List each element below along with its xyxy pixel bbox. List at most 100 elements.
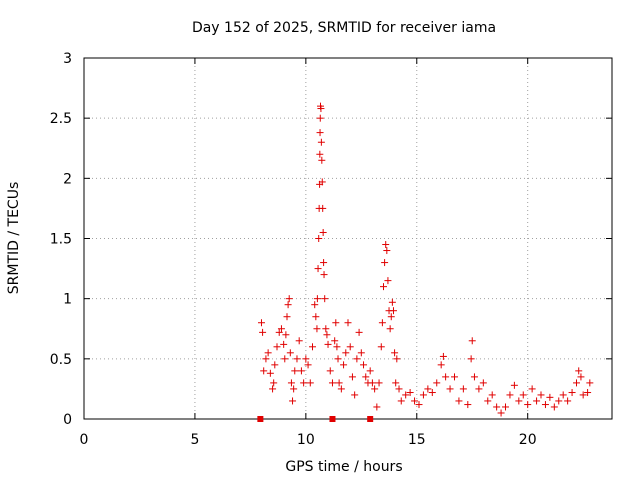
data-point	[573, 379, 581, 387]
data-point	[320, 259, 328, 267]
data-point	[470, 373, 478, 381]
y-tick-label: 1	[63, 292, 72, 308]
data-point	[367, 416, 374, 422]
data-point	[439, 352, 447, 360]
data-point	[302, 355, 310, 363]
data-point	[395, 385, 403, 393]
data-point	[510, 381, 518, 389]
data-point	[257, 416, 264, 422]
data-point	[362, 373, 370, 381]
data-point	[313, 325, 321, 333]
data-point	[577, 373, 585, 381]
data-point	[332, 319, 340, 327]
y-tick-label: 0	[63, 412, 72, 428]
data-point	[324, 340, 332, 348]
data-point	[392, 379, 400, 387]
data-point	[479, 379, 487, 387]
data-point	[579, 391, 587, 399]
data-point	[323, 331, 331, 339]
data-point	[319, 228, 327, 236]
x-tick-label: 0	[80, 432, 89, 448]
data-point	[331, 337, 339, 345]
data-point	[304, 361, 312, 369]
data-point	[266, 369, 274, 377]
x-tick-label: 10	[297, 432, 315, 448]
data-point	[291, 367, 299, 375]
data-point	[389, 307, 397, 315]
data-point	[335, 379, 343, 387]
y-tick-label: 3	[63, 51, 72, 67]
data-point	[378, 319, 386, 327]
data-point	[334, 355, 342, 363]
data-point	[559, 391, 567, 399]
data-point	[353, 355, 361, 363]
data-point	[506, 391, 514, 399]
data-point	[446, 385, 454, 393]
data-point	[375, 379, 383, 387]
zero-marker	[257, 416, 264, 422]
data-point	[575, 367, 583, 375]
data-point	[387, 313, 395, 321]
data-point	[321, 295, 329, 303]
data-point	[415, 401, 423, 409]
zero-marker	[367, 416, 374, 422]
data-point	[316, 114, 324, 122]
data-point	[373, 403, 381, 411]
data-point	[337, 385, 345, 393]
data-point	[391, 349, 399, 357]
data-point	[459, 385, 467, 393]
data-point	[257, 319, 265, 327]
data-point	[455, 397, 463, 405]
data-point	[295, 337, 303, 345]
zero-marker	[329, 416, 336, 422]
data-point	[262, 355, 270, 363]
data-point	[564, 397, 572, 405]
data-point	[586, 379, 594, 387]
data-point	[317, 105, 325, 113]
data-point	[366, 367, 374, 375]
data-point	[464, 401, 472, 409]
data-point	[333, 343, 341, 351]
data-point	[524, 401, 532, 409]
data-point	[285, 295, 293, 303]
data-point	[259, 328, 267, 336]
data-point	[289, 397, 297, 405]
data-point	[318, 178, 326, 186]
data-point	[277, 325, 285, 333]
data-point	[312, 313, 320, 321]
data-point	[384, 277, 392, 285]
data-point	[442, 373, 450, 381]
data-point	[368, 379, 376, 387]
x-tick-label: 15	[408, 432, 426, 448]
data-point	[537, 391, 545, 399]
data-point	[269, 385, 277, 393]
data-point	[437, 361, 445, 369]
data-point	[287, 379, 295, 387]
data-point	[424, 385, 432, 393]
data-point	[348, 373, 356, 381]
data-point	[281, 355, 289, 363]
data-point	[319, 204, 327, 212]
y-tick-label: 1.5	[50, 232, 72, 248]
data-point	[283, 313, 291, 321]
data-point	[484, 397, 492, 405]
data-point	[293, 355, 301, 363]
y-tick-label: 0.5	[50, 352, 72, 368]
data-point	[309, 343, 317, 351]
data-point	[397, 397, 405, 405]
data-point	[271, 361, 279, 369]
data-point	[402, 391, 410, 399]
data-point	[433, 379, 441, 387]
data-point	[428, 389, 436, 397]
data-point	[318, 156, 326, 164]
data-point	[315, 235, 323, 242]
data-point	[290, 385, 298, 393]
data-point	[386, 325, 394, 333]
data-point	[383, 247, 391, 255]
data-point	[515, 397, 523, 405]
grid-lines	[84, 58, 612, 419]
x-tick-label: 5	[190, 432, 199, 448]
data-point	[329, 416, 336, 422]
data-point	[382, 241, 390, 249]
